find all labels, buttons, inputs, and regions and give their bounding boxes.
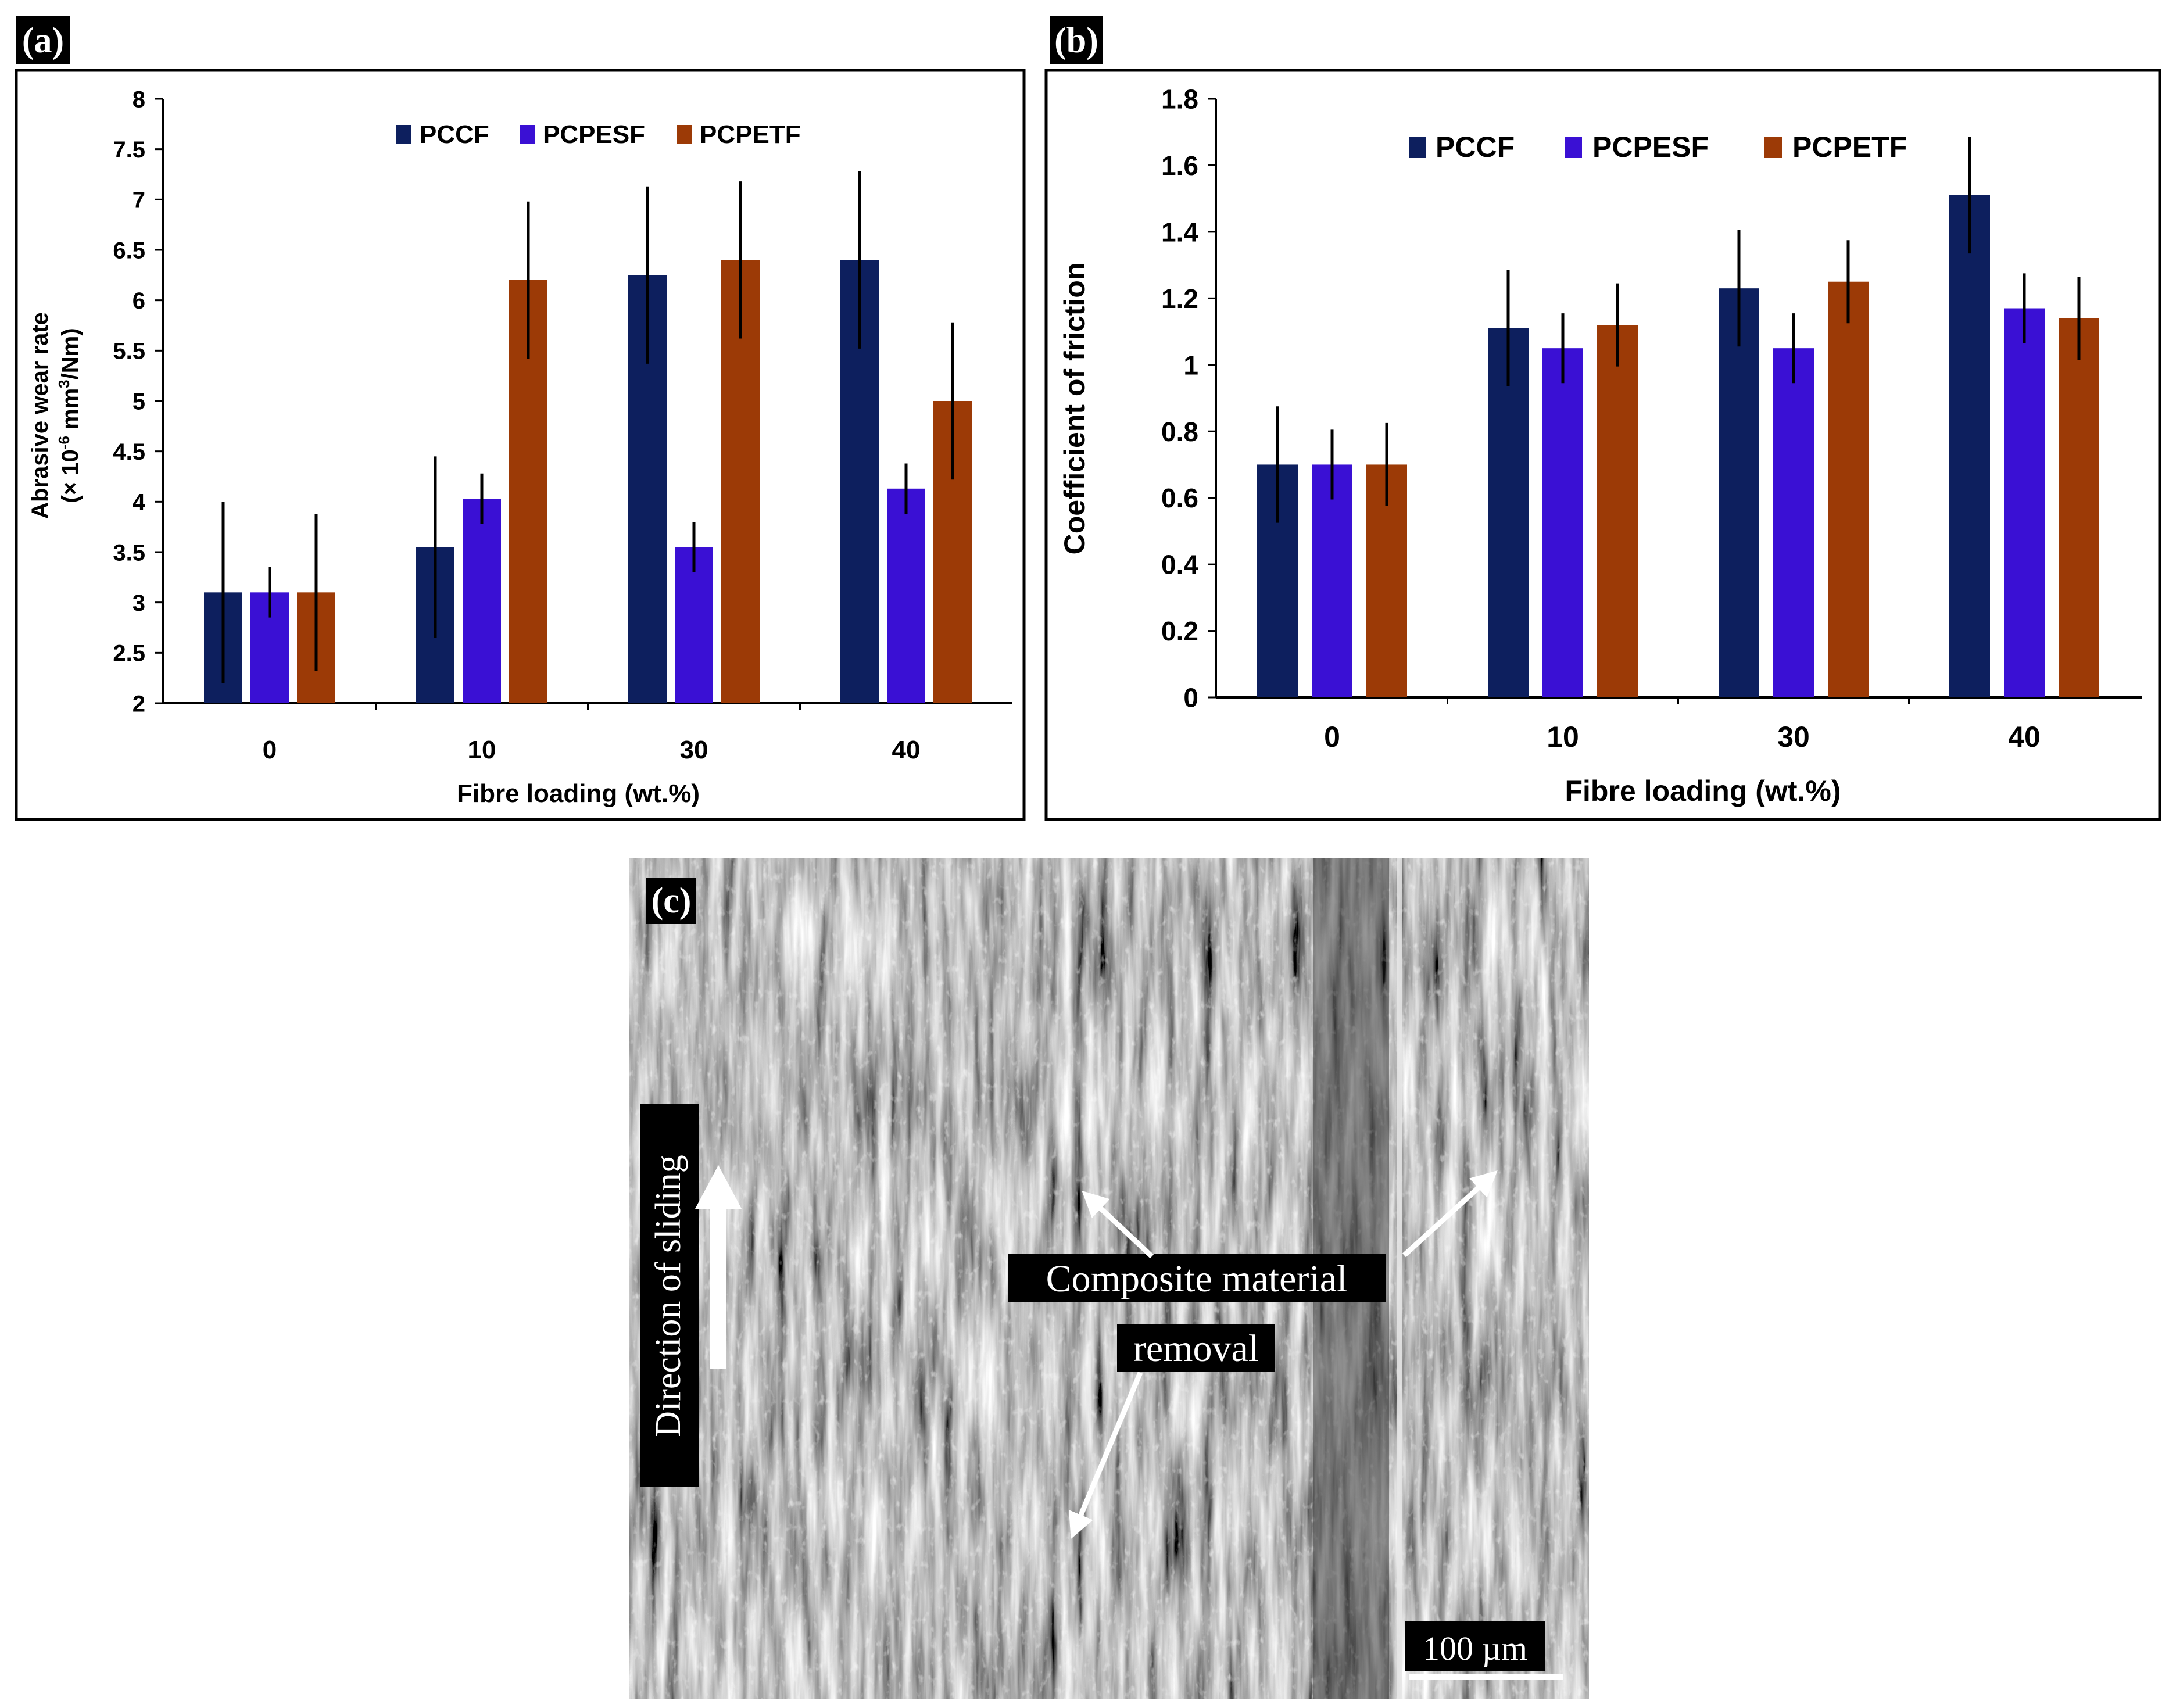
- bar-pccf-10: [1488, 328, 1529, 697]
- x-tick-label: 40: [892, 736, 921, 764]
- legend-a-label-pcpetf: PCPETF: [700, 120, 801, 149]
- legend-b-swatch-pcpetf: [1764, 137, 1782, 158]
- x-tick-label: 30: [680, 736, 708, 764]
- panel-c-label-bg: [646, 878, 696, 924]
- bar-pcpesf-30: [675, 547, 713, 703]
- x-tick-label: 0: [1324, 721, 1340, 753]
- y-tick-label: 8: [133, 87, 145, 112]
- annotation-arrow-down-icon: [1069, 1372, 1143, 1539]
- direction-arrow-icon: [695, 1165, 742, 1369]
- annotation-bg-line2: [1117, 1324, 1275, 1372]
- x-tick-label: 10: [468, 736, 496, 764]
- y-axis-title-a-line2: (× 10-6 mm3/Nm): [55, 328, 83, 503]
- panel-a-label: (a): [22, 21, 64, 60]
- bar-pccf-30: [1719, 288, 1759, 698]
- y-axis-title-b: Coefficient of friction: [1058, 263, 1091, 555]
- scale-bar-bg: [1405, 1621, 1545, 1671]
- y-tick-label: 0.4: [1161, 550, 1198, 580]
- y-tick-label: 1.4: [1161, 217, 1198, 247]
- x-tick-label: 10: [1547, 721, 1579, 753]
- legend-b-label-pccf: PCCF: [1436, 131, 1515, 163]
- y-tick-label: 2.5: [113, 641, 145, 667]
- bar-pcpesf-40: [2004, 308, 2045, 697]
- y-tick-label: 1.8: [1161, 84, 1198, 114]
- y-tick-label: 0.8: [1161, 417, 1198, 447]
- annotation-arrow-right-icon: [1402, 1170, 1498, 1258]
- legend-b-label-pcpesf: PCPESF: [1592, 131, 1709, 163]
- annotation-line2: removal: [1133, 1327, 1259, 1370]
- direction-label-bg: [640, 1104, 699, 1487]
- y-tick-label: 6: [133, 288, 145, 314]
- annotation-bg-line1: [1008, 1254, 1386, 1302]
- bar-pcpesf-10: [463, 499, 501, 703]
- bar-pcpetf-40: [2059, 318, 2099, 697]
- legend-a-swatch-pccf: [396, 125, 411, 144]
- bar-pcpesf-30: [1773, 348, 1814, 697]
- panel-b-legend: PCCF PCPESF PCPETF: [1409, 131, 1907, 163]
- bar-pcpesf-0: [1312, 464, 1352, 697]
- panel-b-label: (b): [1054, 21, 1098, 60]
- x-tick-label: 40: [2008, 721, 2041, 753]
- y-tick-label: 6.5: [113, 238, 145, 263]
- legend-b-label-pcpetf: PCPETF: [1792, 131, 1907, 163]
- y-tick-label: 3: [133, 590, 145, 616]
- y-tick-label: 0: [1183, 683, 1198, 713]
- y-tick-label: 3.5: [113, 540, 145, 565]
- panel-c-sem-image: (c) Direction of sliding Composite mater…: [629, 858, 1589, 1699]
- y-axis-title-a: Abrasive wear rate (× 10-6 mm3/Nm): [27, 312, 83, 519]
- y-tick-label: 7: [133, 188, 145, 213]
- plot-area-a: 2 2.5 3 3.5 4 4.5 5 5.5 6 6.5 7 7.5 8 0 10 30 40: [113, 87, 1012, 764]
- legend-a-swatch-pcpetf: [677, 125, 692, 144]
- y-tick-label: 2: [133, 691, 145, 717]
- legend-b-swatch-pccf: [1409, 137, 1426, 158]
- annotation-arrow-left-icon: [1082, 1190, 1154, 1259]
- direction-label: Direction of sliding: [649, 1155, 688, 1437]
- legend-a-label-pccf: PCCF: [420, 120, 489, 149]
- annotation-line1: Composite material: [1046, 1258, 1348, 1300]
- y-tick-label: 1: [1183, 350, 1198, 380]
- panel-a-label-bg: [16, 16, 70, 64]
- y-tick-label: 4.5: [113, 439, 145, 465]
- bar-pcpesf-10: [1542, 348, 1583, 697]
- plot-area-b: 0 0.2 0.4 0.6 0.8 1 1.2 1.4 1.6 1.8 0 10 30 40: [1161, 84, 2142, 753]
- x-tick-label: 30: [1777, 721, 1810, 753]
- legend-a-swatch-pcpesf: [520, 125, 535, 144]
- bar-pcpetf-30: [1828, 281, 1869, 697]
- scale-bar-label: 100 µm: [1423, 1630, 1527, 1667]
- y-tick-label: 5.5: [113, 339, 145, 364]
- bar-pcpesf-40: [887, 488, 925, 703]
- y-tick-label: 7.5: [113, 137, 145, 163]
- sem-bright-seam: [1397, 858, 1402, 1699]
- bar-pcpetf-10: [1597, 325, 1638, 697]
- x-tick-label: 0: [263, 736, 277, 764]
- panel-a: (a) PCCF PCPESF PCPETF 2 2.5 3 3.5 4 4.5 5 5.5 6…: [15, 16, 1026, 821]
- panel-b-label-bg: [1050, 16, 1103, 64]
- legend-b-swatch-pcpesf: [1565, 137, 1582, 158]
- panel-c-label: (c): [652, 881, 692, 921]
- y-tick-label: 4: [133, 490, 146, 515]
- panel-a-legend: PCCF PCPESF PCPETF: [396, 120, 801, 149]
- y-tick-label: 1.2: [1161, 284, 1198, 314]
- y-tick-label: 0.2: [1161, 616, 1198, 646]
- bar-pccf-40: [1949, 195, 1990, 697]
- panel-b: (b) PCCF PCPESF PCPETF 0 0.2 0.4 0.6 0.8 1 1.2…: [1044, 16, 2161, 821]
- y-tick-label: 5: [133, 389, 145, 414]
- y-tick-label: 0.6: [1161, 483, 1198, 513]
- y-tick-label: 1.6: [1161, 151, 1198, 181]
- legend-a-label-pcpesf: PCPESF: [543, 120, 645, 149]
- x-axis-title-a: Fibre loading (wt.%): [457, 779, 700, 808]
- y-axis-title-a-line1: Abrasive wear rate: [27, 312, 53, 519]
- x-axis-title-b: Fibre loading (wt.%): [1565, 775, 1841, 807]
